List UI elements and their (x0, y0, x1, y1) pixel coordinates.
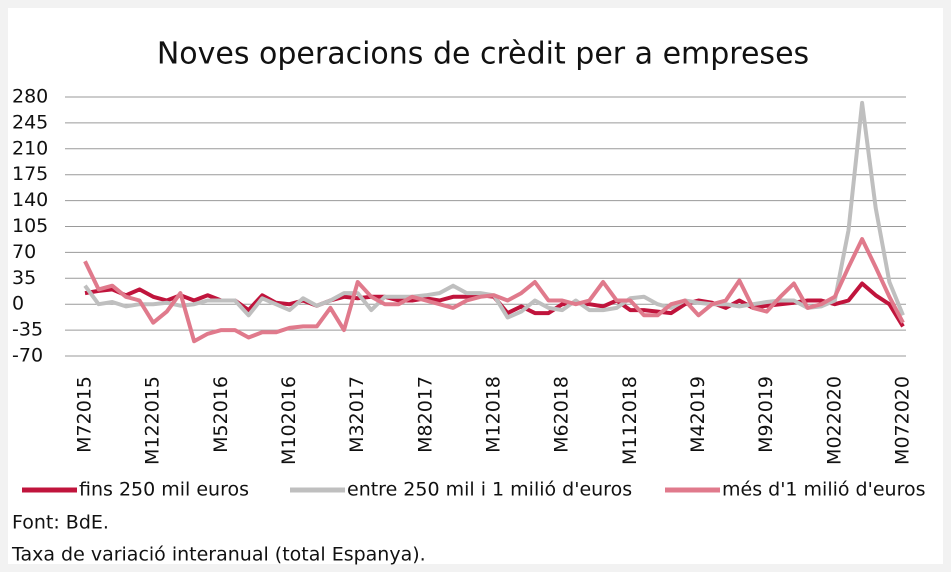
note: Taxa de variació interanual (total Espan… (11, 544, 426, 566)
x-tick-label: M072020 (892, 376, 914, 465)
x-tick-label: M112018 (619, 376, 641, 465)
y-tick-label: 210 (12, 137, 48, 159)
x-tick-label: M102016 (278, 376, 300, 465)
y-tick-label: 245 (12, 111, 48, 133)
x-tick-label: M92019 (755, 376, 777, 453)
x-tick-label: M72015 (74, 376, 96, 453)
panel (8, 8, 943, 564)
line-series (83, 237, 905, 344)
x-tick-label: M32017 (346, 376, 368, 453)
x-tick-label: M62018 (551, 376, 573, 453)
y-tick-label: 0 (12, 293, 24, 315)
chart-title: Noves operacions de crèdit per a emprese… (157, 37, 809, 72)
legend-label: fins 250 mil euros (79, 479, 249, 501)
legend-label: més d'1 milió d'euros (722, 479, 926, 501)
note: Font: BdE. (12, 512, 109, 534)
y-tick-label: 35 (12, 267, 36, 289)
y-tick-label: 105 (12, 215, 48, 237)
y-tick-label: 140 (12, 189, 48, 211)
x-tick-label: M122015 (142, 376, 164, 465)
x-tick-label: M42019 (687, 376, 709, 453)
x-tick-label: M12018 (483, 376, 505, 453)
x-tick-label: M82017 (414, 376, 436, 453)
y-tick-label: -70 (12, 345, 43, 367)
x-tick-label: M022020 (823, 376, 845, 465)
x-tick-label: M52016 (210, 376, 232, 453)
y-tick-label: 175 (12, 163, 48, 185)
legend-label: entre 250 mil i 1 milió d'euros (347, 479, 632, 501)
y-tick-label: 70 (12, 241, 36, 263)
y-tick-label: -35 (12, 319, 43, 341)
y-tick-label: 280 (12, 86, 48, 108)
